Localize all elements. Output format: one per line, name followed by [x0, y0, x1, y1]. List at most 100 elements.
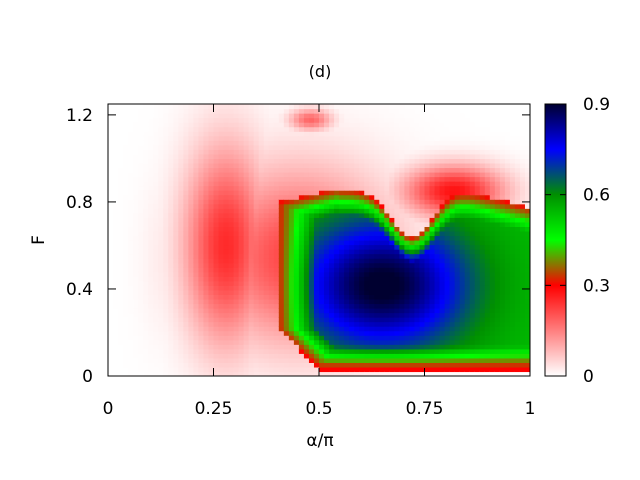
- heatmap-cell: [298, 362, 305, 368]
- heatmap-cell: [379, 303, 385, 309]
- heatmap-cell: [464, 140, 471, 146]
- heatmap-cell: [228, 162, 235, 169]
- heatmap-cell: [474, 330, 481, 336]
- heatmap-cell: [178, 153, 184, 159]
- heatmap-cell: [133, 122, 139, 128]
- heatmap-cell: [394, 271, 400, 277]
- heatmap-cell: [329, 308, 335, 314]
- heatmap-cell: [474, 167, 481, 173]
- heatmap-cell: [364, 244, 370, 250]
- heatmap-cell: [509, 240, 516, 246]
- heatmap-cell: [439, 221, 446, 227]
- heatmap-cell: [454, 172, 461, 178]
- heatmap-cell: [283, 217, 290, 223]
- heatmap-cell: [298, 249, 305, 255]
- heatmap-cell: [334, 294, 340, 300]
- heatmap-cell: [253, 285, 260, 291]
- heatmap-cell: [479, 294, 486, 300]
- heatmap-cell: [499, 289, 506, 295]
- heatmap-cell: [268, 230, 275, 237]
- heatmap-cell: [499, 194, 506, 200]
- heatmap-cell: [128, 335, 134, 341]
- heatmap-cell: [208, 348, 215, 354]
- heatmap-cell: [208, 185, 215, 191]
- heatmap-cell: [313, 303, 320, 309]
- heatmap-cell: [434, 190, 441, 196]
- heatmap-cell: [208, 366, 215, 373]
- heatmap-cell: [509, 162, 516, 169]
- heatmap-cell: [293, 253, 300, 259]
- heatmap-cell: [153, 348, 159, 354]
- heatmap-cell: [374, 144, 380, 150]
- heatmap-cell: [233, 140, 240, 146]
- heatmap-cell: [148, 144, 154, 150]
- heatmap-cell: [419, 117, 426, 123]
- heatmap-cell: [324, 262, 330, 268]
- heatmap-cell: [349, 330, 355, 336]
- heatmap-cell: [278, 149, 285, 155]
- heatmap-cell: [303, 294, 310, 300]
- heatmap-cell: [188, 185, 194, 191]
- heatmap-cell: [188, 194, 194, 200]
- heatmap-cell: [444, 162, 451, 169]
- heatmap-cell: [394, 267, 400, 273]
- heatmap-cell: [113, 249, 119, 255]
- heatmap-cell: [374, 362, 380, 368]
- heatmap-cell: [288, 357, 295, 363]
- heatmap-cell: [384, 235, 390, 241]
- heatmap-cell: [519, 330, 526, 336]
- heatmap-cell: [379, 122, 385, 128]
- heatmap-cell: [494, 276, 501, 282]
- heatmap-cell: [474, 212, 481, 218]
- heatmap-cell: [454, 312, 461, 318]
- heatmap-cell: [203, 348, 210, 354]
- heatmap-cell: [313, 335, 320, 341]
- heatmap-cell: [499, 208, 506, 214]
- heatmap-cell: [223, 226, 230, 232]
- heatmap-cell: [108, 258, 114, 264]
- heatmap-cell: [329, 194, 335, 200]
- heatmap-cell: [424, 344, 431, 350]
- heatmap-cell: [208, 126, 215, 132]
- heatmap-cell: [464, 253, 471, 259]
- heatmap-cell: [183, 172, 189, 178]
- heatmap-cell: [238, 113, 245, 119]
- heatmap-cell: [178, 258, 184, 264]
- heatmap-cell: [188, 122, 194, 128]
- heatmap-cell: [188, 330, 194, 336]
- heatmap-cell: [359, 362, 365, 368]
- heatmap-cell: [148, 131, 154, 137]
- heatmap-cell: [419, 108, 426, 114]
- heatmap-cell: [439, 162, 446, 169]
- heatmap-cell: [123, 335, 129, 341]
- heatmap-cell: [193, 321, 200, 327]
- heatmap-cell: [509, 317, 516, 323]
- heatmap-cell: [278, 212, 285, 218]
- heatmap-cell: [258, 167, 265, 173]
- heatmap-cell: [293, 258, 300, 264]
- heatmap-cell: [489, 203, 496, 209]
- heatmap-cell: [464, 230, 471, 237]
- heatmap-cell: [409, 194, 416, 200]
- heatmap-cell: [449, 303, 456, 309]
- heatmap-cell: [399, 230, 405, 237]
- heatmap-cell: [494, 267, 501, 273]
- heatmap-cell: [494, 176, 501, 182]
- heatmap-cell: [374, 253, 380, 259]
- heatmap-cell: [384, 113, 390, 119]
- heatmap-cell: [188, 199, 194, 205]
- heatmap-cell: [394, 298, 400, 305]
- heatmap-cell: [118, 366, 124, 373]
- heatmap-cell: [344, 122, 350, 128]
- heatmap-cell: [469, 244, 476, 250]
- heatmap-cell: [203, 226, 210, 232]
- heatmap-cell: [469, 249, 476, 255]
- heatmap-cell: [193, 330, 200, 336]
- heatmap-cell: [183, 280, 189, 286]
- heatmap-cell: [198, 230, 205, 237]
- heatmap-cell: [223, 185, 230, 191]
- heatmap-cell: [449, 271, 456, 277]
- heatmap-cell: [384, 104, 390, 110]
- heatmap-cell: [344, 162, 350, 169]
- heatmap-cell: [233, 230, 240, 237]
